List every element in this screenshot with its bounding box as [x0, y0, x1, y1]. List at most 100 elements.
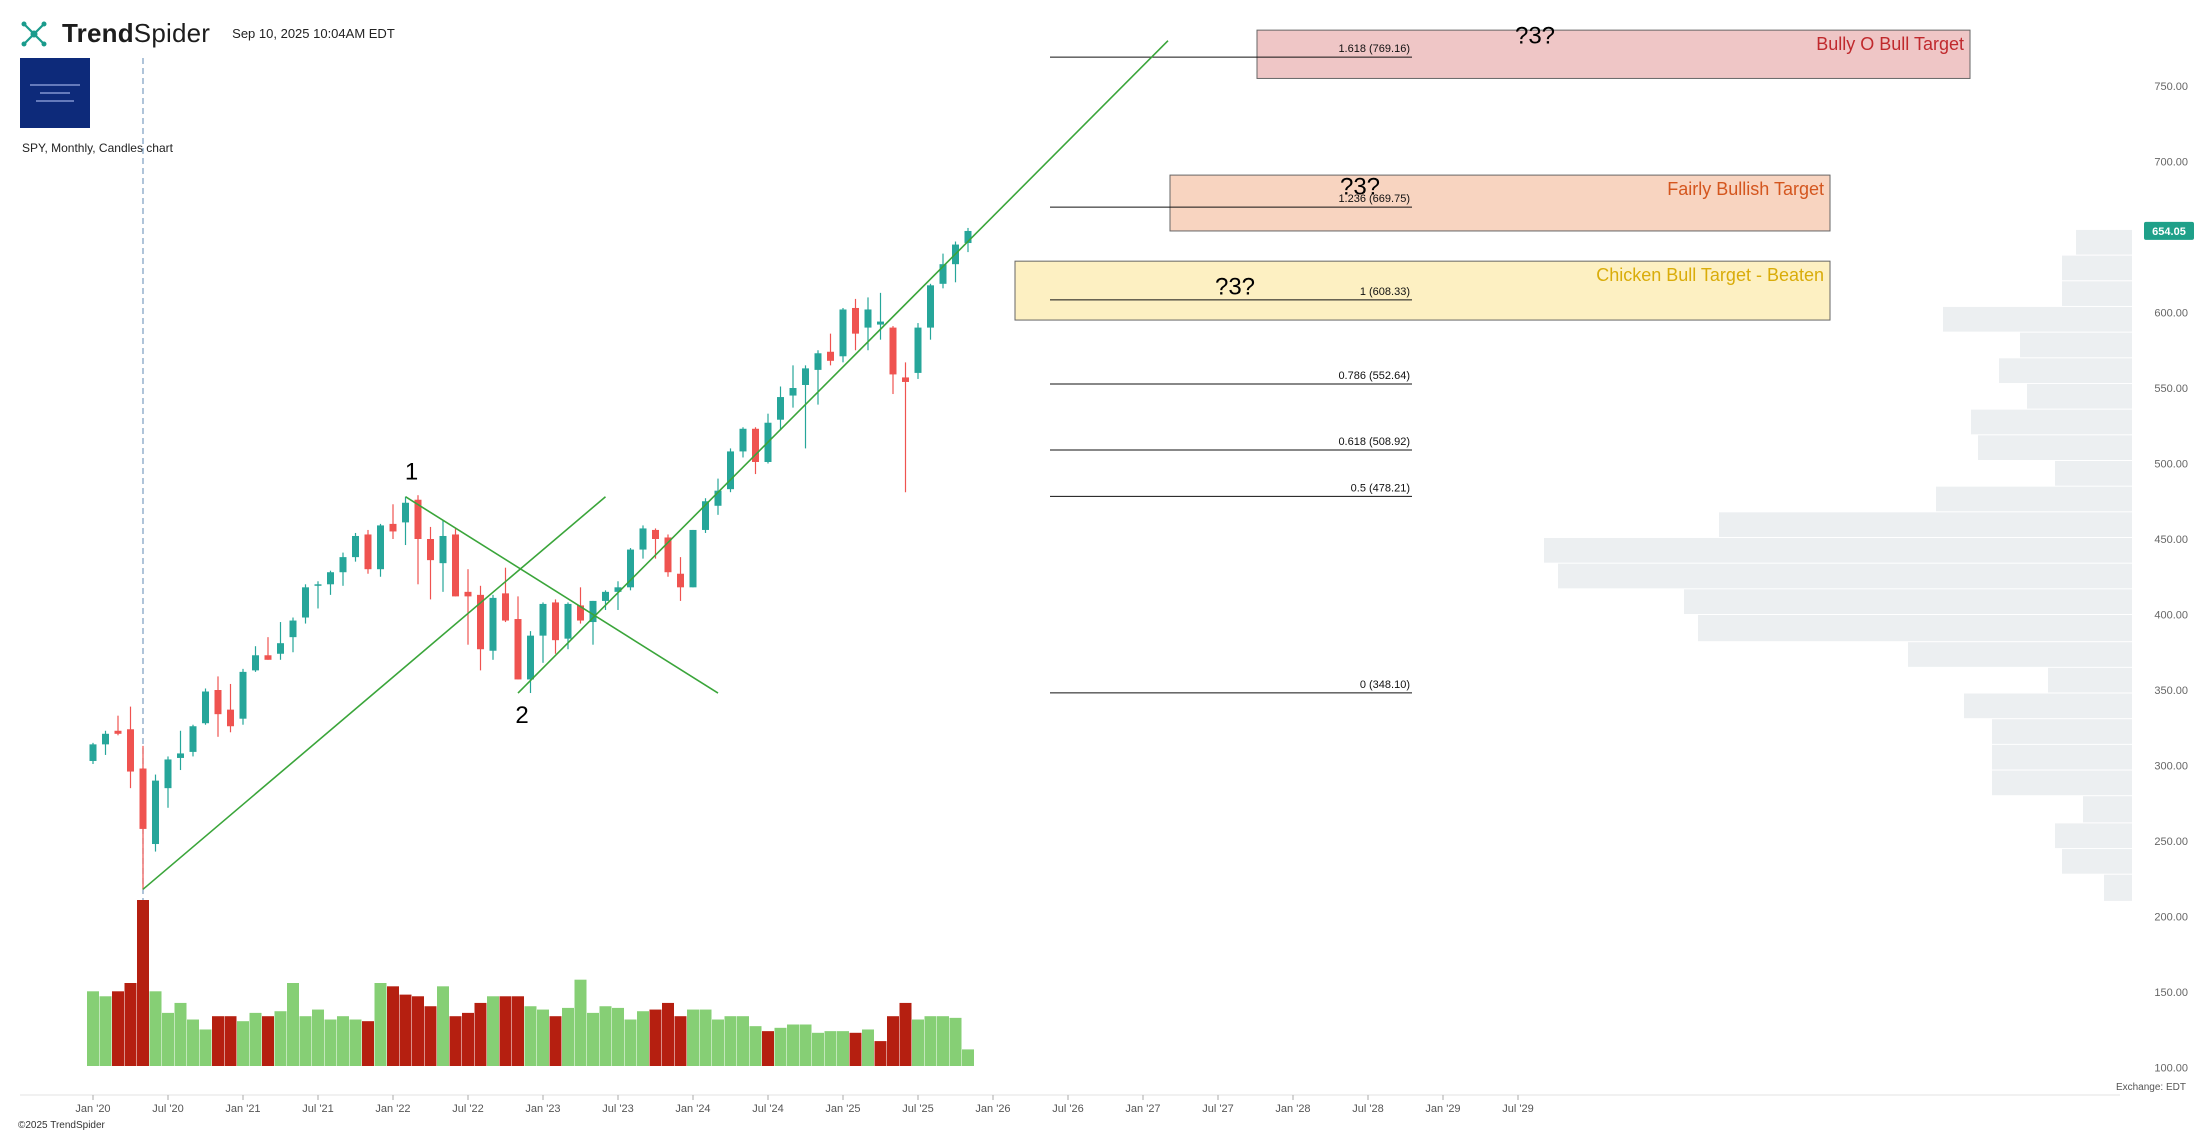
volume-bar	[949, 1017, 962, 1066]
volume-bar	[249, 1012, 262, 1066]
volume-bar	[724, 1016, 737, 1066]
volume-bar	[449, 1016, 462, 1066]
wave-label-1: 1	[405, 459, 418, 486]
x-axis-tick-label: Jan '28	[1275, 1103, 1310, 1115]
volume-bar	[487, 996, 499, 1066]
candle-body	[552, 602, 559, 641]
trendline	[142, 496, 607, 890]
candle-body	[852, 307, 859, 334]
x-axis-tick-label: Jul '23	[602, 1103, 633, 1115]
volume-profile-bar	[1558, 563, 2132, 589]
badge-line	[40, 92, 70, 94]
y-axis-tick-label: 300.00	[2154, 761, 2188, 773]
brand-name-bold: Trend	[62, 18, 134, 48]
volume-bar	[324, 1019, 337, 1066]
wave-label-2: 2	[515, 702, 528, 729]
volume-bar	[849, 1032, 862, 1066]
candle-body	[239, 671, 247, 719]
volume-bar	[924, 1016, 937, 1066]
candle-body	[139, 768, 147, 829]
candle-body	[202, 691, 209, 724]
volume-profile-bar	[1992, 770, 2132, 796]
volume-profile-bar	[2062, 849, 2132, 874]
candle-body	[177, 753, 184, 758]
y-axis-tick-label: 700.00	[2154, 157, 2188, 169]
candle-body	[814, 353, 822, 370]
candle-body	[614, 587, 622, 592]
trendlines	[142, 40, 1169, 890]
target-question-label: ?3?	[1340, 174, 1380, 201]
candle-body	[352, 535, 359, 558]
candle-body	[652, 529, 659, 539]
symbol-description: SPY, Monthly, Candles chart	[22, 141, 173, 155]
candle-body	[602, 591, 609, 601]
volume-bar	[549, 1016, 562, 1066]
volume-bar	[412, 996, 424, 1066]
candle-body	[439, 535, 447, 564]
volume-bar	[199, 1029, 212, 1066]
volume-bars	[87, 900, 974, 1066]
badge-line	[36, 100, 74, 102]
volume-bar	[812, 1032, 824, 1066]
volume-profile-bar	[2048, 667, 2132, 693]
candle-body	[252, 655, 259, 671]
volume-bar	[762, 1031, 774, 1066]
candle-body	[702, 501, 709, 530]
volume-profile-bar	[2076, 229, 2132, 255]
volume-profile-bar	[1908, 642, 2132, 667]
x-axis-tick-label: Jan '20	[75, 1103, 110, 1115]
target-question-label: ?3?	[1515, 23, 1555, 50]
candle-body	[939, 264, 947, 284]
candle-body	[377, 525, 384, 570]
target-zone-label: Fairly Bullish Target	[1667, 179, 1824, 199]
y-axis-tick-label: 250.00	[2154, 836, 2188, 848]
volume-bar	[212, 1016, 224, 1066]
volume-bar	[499, 996, 512, 1066]
volume-bar	[824, 1031, 837, 1066]
volume-bar	[712, 1019, 724, 1066]
volume-bar	[299, 1016, 312, 1066]
candle-body	[314, 584, 322, 586]
volume-bar	[699, 1009, 712, 1066]
candle-body	[327, 572, 334, 585]
volume-profile	[1544, 229, 2132, 901]
candle-body	[902, 377, 909, 382]
volume-bar	[899, 1002, 912, 1066]
annotations: 1 2 ?3? ?3? ?3?	[405, 23, 1555, 729]
volume-bar	[462, 1012, 474, 1066]
volume-profile-bar	[1999, 358, 2132, 383]
volume-bar	[162, 1012, 174, 1066]
volume-bar	[687, 1009, 699, 1066]
last-price-label: 654.05	[2152, 226, 2186, 238]
volume-bar	[624, 1019, 637, 1066]
volume-profile-bar	[1684, 589, 2132, 614]
candle-body	[427, 539, 434, 561]
candle-body	[827, 351, 834, 361]
volume-bar	[87, 991, 99, 1066]
x-axis-tick-label: Jan '24	[675, 1103, 710, 1115]
volume-bar	[262, 1016, 274, 1066]
candle-body	[802, 368, 809, 385]
volume-bar	[837, 1031, 849, 1066]
candle-body	[489, 597, 497, 651]
x-axis-tick-label: Jan '25	[825, 1103, 860, 1115]
x-axis-tick-label: Jan '29	[1425, 1103, 1460, 1115]
candle-body	[189, 726, 197, 752]
candle-body	[227, 709, 234, 727]
candle-body	[752, 428, 759, 462]
exchange-label: Exchange: EDT	[2116, 1082, 2186, 1093]
x-axis-tick-label: Jul '20	[152, 1103, 183, 1115]
volume-bar	[424, 1006, 437, 1066]
target-zone-label: Bully O Bull Target	[1816, 34, 1964, 54]
candle-body	[477, 594, 484, 650]
volume-bar	[887, 1016, 899, 1066]
volume-profile-bar	[2062, 255, 2132, 281]
volume-profile-bar	[2055, 823, 2132, 849]
last-price-badge	[2144, 221, 2194, 240]
y-axis-tick-label: 750.00	[2154, 81, 2188, 93]
volume-bar	[799, 1024, 812, 1066]
fib-level-label: 1.236 (669.75)	[1338, 193, 1410, 205]
volume-profile-bar	[2104, 874, 2132, 901]
volume-bar	[662, 1002, 674, 1066]
